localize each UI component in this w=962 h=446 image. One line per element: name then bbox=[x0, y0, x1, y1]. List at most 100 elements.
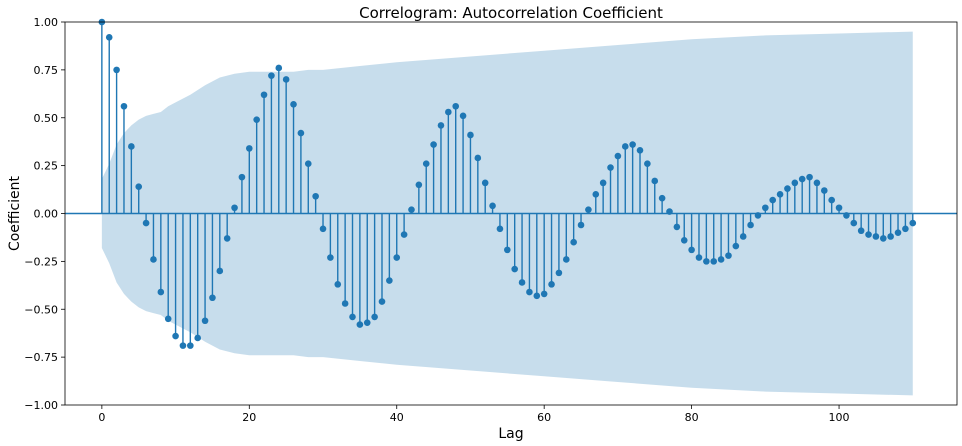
stem-marker bbox=[717, 256, 725, 263]
stem-lag-80 bbox=[688, 213, 695, 254]
y-tick-label: 0.25 bbox=[34, 160, 59, 173]
stem-lag-12 bbox=[187, 213, 194, 349]
stem-lag-106 bbox=[879, 213, 887, 242]
stem-marker bbox=[651, 177, 659, 185]
stem-marker bbox=[570, 238, 577, 246]
stem-lag-93 bbox=[784, 185, 791, 214]
stem-lag-92 bbox=[776, 191, 784, 214]
stem-marker bbox=[555, 269, 563, 277]
stem-marker bbox=[459, 112, 467, 120]
y-tick-label: 0.75 bbox=[34, 64, 59, 77]
stem-lag-101 bbox=[843, 212, 850, 219]
stem-marker bbox=[577, 221, 585, 229]
y-tick-label: −0.25 bbox=[24, 255, 58, 268]
stem-marker bbox=[511, 265, 518, 273]
stem-lag-44 bbox=[422, 160, 430, 214]
y-tick-label: −0.75 bbox=[24, 351, 58, 364]
stem-lag-40 bbox=[393, 213, 401, 261]
stem-marker bbox=[260, 91, 268, 99]
stem-lag-94 bbox=[791, 179, 799, 214]
stem-marker bbox=[533, 292, 541, 300]
stem-lag-33 bbox=[341, 213, 349, 307]
stem-lag-86 bbox=[732, 213, 740, 250]
stem-marker bbox=[791, 179, 799, 187]
stem-lag-62 bbox=[555, 213, 563, 277]
stem-marker bbox=[710, 258, 718, 265]
stem-marker bbox=[378, 298, 386, 305]
stem-marker bbox=[784, 185, 791, 192]
stem-lag-15 bbox=[209, 213, 216, 302]
stem-marker bbox=[585, 206, 592, 213]
stem-lag-87 bbox=[739, 213, 747, 240]
stem-marker bbox=[209, 294, 216, 302]
stem-lag-104 bbox=[865, 213, 872, 238]
stem-marker bbox=[666, 208, 673, 215]
stem-lag-26 bbox=[290, 101, 297, 214]
stem-lag-27 bbox=[297, 129, 305, 214]
stem-lag-100 bbox=[835, 204, 843, 214]
stem-marker bbox=[673, 223, 681, 231]
stem-lag-10 bbox=[172, 213, 179, 340]
stem-marker bbox=[304, 160, 312, 168]
stem-lag-36 bbox=[363, 213, 371, 326]
stem-marker bbox=[445, 108, 452, 116]
stem-marker bbox=[644, 160, 651, 168]
stem-lag-11 bbox=[179, 213, 187, 349]
stem-marker bbox=[187, 342, 194, 349]
stem-lag-21 bbox=[253, 116, 260, 214]
stem-marker bbox=[481, 179, 489, 187]
stem-marker bbox=[872, 233, 880, 240]
stem-lag-9 bbox=[164, 213, 172, 323]
stem-marker bbox=[386, 277, 393, 284]
x-axis-ticks: 0 20 40 60 80 100 bbox=[98, 405, 850, 424]
stem-marker bbox=[268, 72, 275, 79]
stem-marker bbox=[142, 219, 150, 227]
stem-marker bbox=[695, 254, 703, 261]
stem-lag-99 bbox=[828, 196, 835, 214]
stem-marker bbox=[843, 212, 850, 219]
stem-marker bbox=[238, 173, 246, 181]
stem-marker bbox=[540, 290, 548, 298]
stem-lag-109 bbox=[902, 213, 909, 233]
stem-lag-65 bbox=[577, 213, 585, 229]
stem-marker bbox=[312, 192, 319, 200]
stem-marker bbox=[467, 131, 474, 139]
x-axis-title: Lag bbox=[498, 426, 523, 442]
stem-marker bbox=[415, 181, 423, 189]
stem-marker bbox=[452, 102, 460, 110]
stem-lag-7 bbox=[150, 213, 157, 263]
y-tick-label: 1.00 bbox=[34, 16, 59, 29]
stem-lag-3 bbox=[120, 102, 128, 214]
stem-lag-55 bbox=[504, 213, 511, 254]
y-tick-label: 0.50 bbox=[34, 112, 59, 125]
stem-lag-35 bbox=[356, 213, 364, 328]
stem-lag-78 bbox=[673, 213, 681, 231]
stem-lag-59 bbox=[533, 213, 541, 300]
stem-lag-34 bbox=[349, 213, 356, 321]
stem-lag-98 bbox=[821, 187, 828, 214]
x-tick-label: 40 bbox=[390, 411, 404, 424]
stem-lag-88 bbox=[747, 213, 754, 229]
stem-lag-107 bbox=[887, 213, 894, 240]
x-tick-label: 80 bbox=[685, 411, 699, 424]
stem-marker bbox=[592, 191, 600, 198]
stem-marker bbox=[349, 313, 356, 321]
stem-lag-19 bbox=[238, 173, 246, 214]
stem-marker bbox=[253, 116, 260, 123]
stem-marker bbox=[865, 231, 872, 238]
stem-lag-45 bbox=[430, 141, 437, 214]
stem-lag-102 bbox=[850, 213, 858, 227]
y-tick-label: −0.50 bbox=[24, 303, 58, 316]
stem-marker bbox=[489, 202, 496, 210]
stem-marker bbox=[334, 281, 342, 288]
stem-marker bbox=[356, 321, 364, 328]
stem-marker bbox=[835, 204, 843, 212]
stem-lag-67 bbox=[592, 191, 600, 214]
stem-lag-4 bbox=[128, 143, 135, 214]
y-axis-title: Coefficient bbox=[7, 175, 23, 251]
x-tick-label: 20 bbox=[242, 411, 256, 424]
stem-marker bbox=[754, 212, 762, 219]
stem-lag-60 bbox=[540, 213, 548, 298]
stem-lag-25 bbox=[282, 76, 290, 214]
stem-marker bbox=[282, 76, 290, 83]
